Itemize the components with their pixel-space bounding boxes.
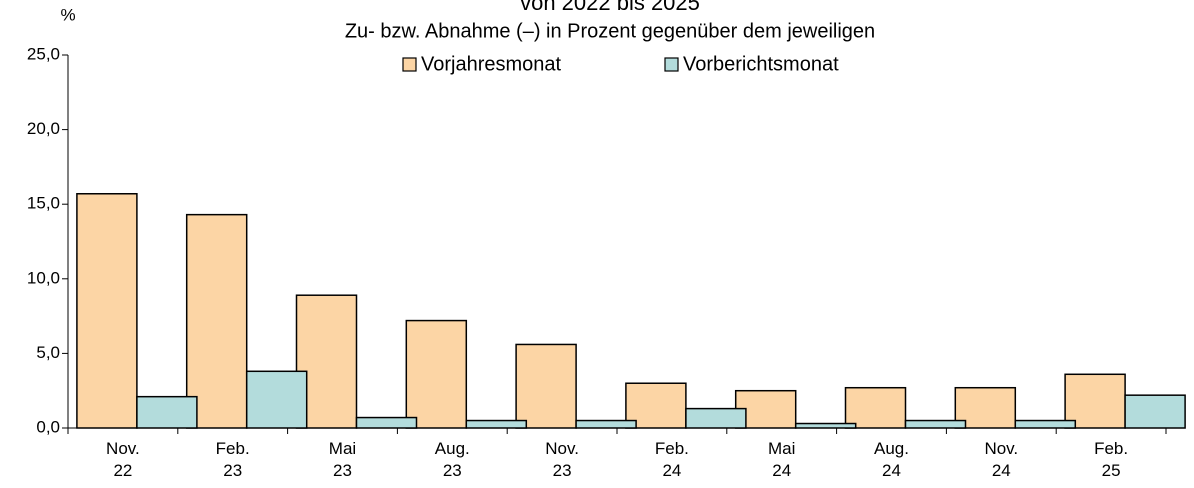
y-tick-label: 20,0 xyxy=(27,119,60,138)
bar xyxy=(844,386,907,429)
legend-swatch xyxy=(402,57,417,72)
y-axis-label: % xyxy=(60,5,75,24)
x-tick-label: Feb. 23 xyxy=(216,439,250,480)
legend-label: Vorberichtsmonat xyxy=(683,53,839,75)
bar xyxy=(1014,419,1077,429)
bar xyxy=(904,419,967,429)
x-tick-label: Aug. 23 xyxy=(435,439,470,480)
bar xyxy=(405,319,468,429)
bar xyxy=(465,419,528,429)
bar xyxy=(245,370,308,429)
bar xyxy=(1124,394,1186,429)
bar xyxy=(685,407,747,429)
bar xyxy=(515,343,577,429)
legend-label: Vorjahresmonat xyxy=(421,53,562,75)
x-tick-label: Aug. 24 xyxy=(874,439,909,480)
y-tick-label: 0,0 xyxy=(36,417,60,436)
bar xyxy=(76,193,138,429)
y-tick-label: 15,0 xyxy=(27,194,60,213)
x-tick-label: Feb. 24 xyxy=(655,439,689,480)
y-tick-label: 25,0 xyxy=(27,44,60,63)
x-tick-label: Nov. 24 xyxy=(984,439,1018,480)
x-tick-label: Nov. 23 xyxy=(545,439,579,480)
bar xyxy=(355,416,418,429)
x-tick-label: Mai 23 xyxy=(329,439,356,480)
x-tick-label: Feb. 25 xyxy=(1094,439,1128,480)
legend-swatch xyxy=(664,57,679,72)
y-tick-label: 10,0 xyxy=(27,268,60,287)
y-tick-label: 5,0 xyxy=(36,343,60,362)
bar xyxy=(794,422,857,429)
x-tick-label: Nov. 22 xyxy=(106,439,140,480)
bar xyxy=(1064,373,1126,429)
bar xyxy=(575,419,637,429)
x-tick-label: Mai 24 xyxy=(768,439,795,480)
chart-title: von 2022 bis 2025 xyxy=(520,0,700,15)
chart-subtitle: Zu- bzw. Abnahme (–) in Prozent gegenübe… xyxy=(345,20,875,42)
bar xyxy=(136,395,198,429)
